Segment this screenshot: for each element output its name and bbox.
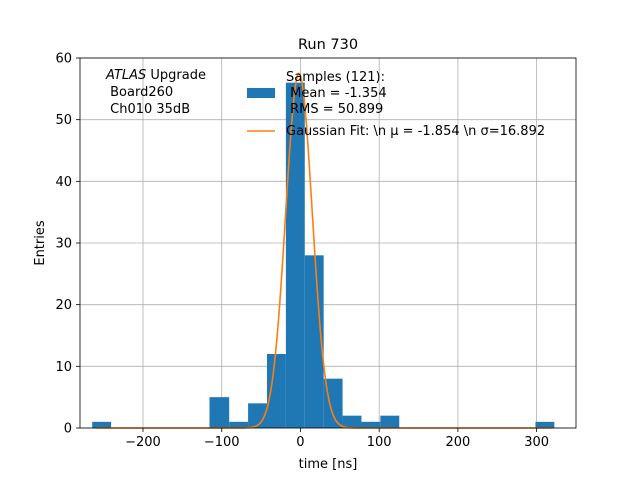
- histogram-bar: [209, 397, 230, 428]
- atlas-label: ATLAS: [105, 68, 146, 83]
- histogram-bar: [92, 421, 112, 428]
- histogram-bar: [342, 415, 362, 428]
- y-tick-label: 0: [64, 422, 72, 437]
- x-tick-label: 300: [524, 435, 549, 450]
- legend-hist-swatch: [247, 88, 275, 98]
- histogram-bar: [229, 421, 249, 428]
- chart-title: Run 730: [298, 37, 358, 53]
- x-tick-label: −200: [125, 435, 161, 450]
- histogram-bar: [535, 421, 555, 428]
- legend-fit-label: Gaussian Fit: \n μ = -1.854 \n σ=16.892: [286, 124, 545, 139]
- upgrade-label: Upgrade: [146, 68, 206, 83]
- legend: Samples (121): Mean = -1.354 RMS = 50.89…: [247, 70, 545, 139]
- x-tick-label: 0: [296, 435, 304, 450]
- y-axis-label: Entries: [33, 220, 48, 266]
- x-tick-label: 200: [445, 435, 470, 450]
- y-tick-label: 60: [55, 52, 72, 67]
- histogram-bar: [323, 378, 343, 428]
- histogram-bar: [248, 403, 267, 428]
- y-tick-label: 20: [55, 298, 72, 313]
- legend-hist-line-3: RMS = 50.899: [286, 102, 383, 117]
- histogram-bar: [380, 415, 400, 428]
- y-tick-label: 50: [55, 113, 72, 128]
- histogram-bar: [361, 421, 381, 428]
- histogram-bar: [285, 82, 305, 429]
- annotation-line-1: ATLAS Upgrade: [105, 68, 206, 83]
- histogram-bar: [304, 255, 324, 428]
- histogram-bars: [92, 82, 555, 429]
- axis-ticks: −200 −100 0 100 200 300 0 10 20 30 40 50 60: [55, 52, 549, 451]
- x-tick-label: 100: [367, 435, 392, 450]
- x-axis-label: time [ns]: [299, 457, 358, 472]
- y-tick-label: 10: [55, 360, 72, 375]
- x-tick-label: −100: [204, 435, 240, 450]
- y-tick-label: 40: [55, 175, 72, 190]
- annotation-board: Board260: [106, 85, 173, 100]
- legend-hist-line-1: Samples (121):: [286, 70, 385, 85]
- annotation-channel: Ch010 35dB: [106, 102, 190, 117]
- legend-hist-line-2: Mean = -1.354: [286, 86, 387, 101]
- y-tick-label: 30: [55, 237, 72, 252]
- histogram-bar: [266, 354, 286, 428]
